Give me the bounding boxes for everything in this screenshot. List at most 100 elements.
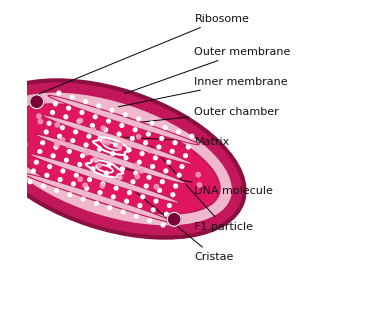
Circle shape [128,190,131,194]
Text: Ribosome: Ribosome [39,14,249,94]
Circle shape [131,180,135,183]
Circle shape [87,135,91,138]
Circle shape [104,128,108,132]
Text: Cristae: Cristae [131,188,234,262]
Circle shape [70,95,74,99]
Circle shape [176,130,181,134]
Circle shape [47,121,51,125]
Circle shape [88,178,91,182]
Circle shape [58,178,62,182]
Circle shape [121,167,124,171]
Circle shape [154,156,157,160]
Circle shape [148,219,152,223]
Circle shape [97,163,101,168]
Circle shape [117,132,121,136]
Circle shape [64,115,68,119]
Circle shape [151,165,154,169]
Circle shape [107,119,110,123]
Circle shape [91,124,94,128]
Circle shape [51,154,55,158]
Circle shape [91,167,95,171]
Circle shape [118,142,122,147]
Circle shape [23,142,27,147]
Circle shape [154,199,158,203]
Circle shape [164,169,168,173]
Circle shape [184,154,187,158]
Text: Inner membrane: Inner membrane [118,77,288,107]
Circle shape [137,135,141,139]
Ellipse shape [29,154,180,203]
Circle shape [100,139,104,142]
Circle shape [41,184,45,188]
Circle shape [125,199,128,203]
Circle shape [37,114,41,118]
Circle shape [196,172,201,177]
Circle shape [173,141,177,145]
Circle shape [38,119,43,124]
Circle shape [48,165,51,169]
Circle shape [101,182,105,186]
Circle shape [58,135,61,138]
Circle shape [165,212,168,216]
Circle shape [130,136,134,140]
Circle shape [60,126,64,129]
Circle shape [161,180,164,183]
Circle shape [174,184,178,188]
Circle shape [85,151,89,155]
Circle shape [163,126,167,129]
Circle shape [111,152,115,156]
Circle shape [140,152,144,156]
Circle shape [138,204,142,207]
Circle shape [197,183,202,187]
Circle shape [114,186,118,190]
Circle shape [93,157,97,161]
Circle shape [78,118,83,123]
Circle shape [127,147,131,151]
Circle shape [44,130,48,134]
Circle shape [71,182,75,186]
Circle shape [78,162,82,166]
Circle shape [38,149,42,153]
Text: Outer membrane: Outer membrane [125,47,291,94]
Circle shape [41,141,44,145]
Circle shape [102,139,107,143]
Circle shape [158,189,161,192]
Text: F1 particle: F1 particle [151,146,253,232]
Circle shape [106,141,110,145]
Circle shape [170,149,174,153]
Circle shape [81,197,85,201]
Circle shape [133,128,137,132]
Circle shape [121,210,125,214]
Circle shape [118,176,121,179]
Circle shape [186,145,190,149]
Circle shape [141,195,145,199]
Circle shape [97,147,101,151]
Text: DNA molecule: DNA molecule [126,169,273,196]
Circle shape [157,145,161,149]
Circle shape [168,204,171,207]
Text: Outer chamber: Outer chamber [131,107,279,123]
Circle shape [98,191,102,195]
Circle shape [124,156,128,160]
Circle shape [51,111,54,114]
Circle shape [154,184,159,189]
Circle shape [111,195,115,199]
Ellipse shape [36,134,186,184]
Circle shape [151,208,155,212]
Text: Matrix: Matrix [118,137,230,147]
Circle shape [160,136,164,140]
Circle shape [97,104,101,108]
Circle shape [67,106,71,110]
Circle shape [161,223,165,227]
Circle shape [137,117,141,121]
Circle shape [171,193,175,197]
Circle shape [67,149,71,153]
Circle shape [107,162,111,166]
Circle shape [55,143,60,147]
Circle shape [144,184,148,188]
Circle shape [55,122,60,127]
Circle shape [114,143,117,147]
Circle shape [84,100,87,104]
Circle shape [94,158,98,162]
Circle shape [134,163,138,168]
